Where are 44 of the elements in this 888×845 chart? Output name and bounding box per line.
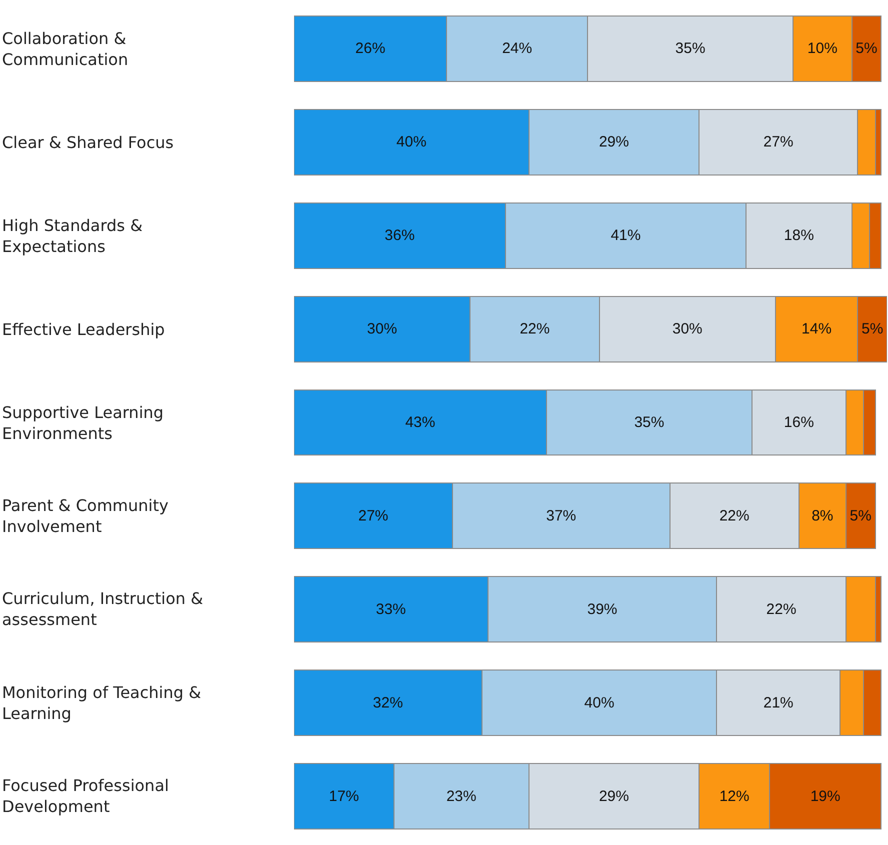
y-tick-label: Monitoring of Teaching & Learning	[2, 683, 202, 723]
data-label: 23%	[446, 788, 476, 805]
y-tick-label: Focused Professional Development	[2, 776, 169, 816]
data-label: 19%	[810, 788, 840, 805]
data-label: 39%	[587, 600, 618, 618]
y-tick-label: Parent & Community Involvement	[2, 496, 168, 536]
data-label: 36%	[384, 227, 415, 244]
data-label: 5%	[861, 320, 884, 338]
data-label: 18%	[784, 227, 814, 244]
data-label: 14%	[802, 320, 832, 338]
data-label: 32%	[372, 694, 403, 712]
data-label: 5%	[850, 507, 872, 524]
data-label: 33%	[376, 600, 406, 618]
data-label: 17%	[328, 788, 359, 805]
y-tick-label: Effective Leadership	[2, 320, 165, 339]
data-label: 16%	[784, 414, 814, 431]
data-label: 37%	[546, 507, 576, 524]
y-tick-label: Clear & Shared Focus	[2, 133, 174, 152]
data-label: 12%	[719, 788, 750, 805]
y-tick-label: Supportive Learning Environments	[2, 403, 164, 443]
data-label: 22%	[766, 600, 796, 618]
data-label: 35%	[634, 414, 664, 431]
data-label: 29%	[598, 788, 629, 805]
data-label: 29%	[598, 134, 629, 151]
y-tick-label: Collaboration & Communication	[2, 29, 128, 69]
data-label: 5%	[856, 40, 878, 58]
data-label: 22%	[719, 507, 750, 524]
data-label: 40%	[584, 694, 614, 712]
data-label: 24%	[502, 40, 532, 58]
data-label: 30%	[367, 320, 398, 338]
data-label: 30%	[672, 320, 702, 338]
data-label: 21%	[763, 694, 794, 712]
data-label: 27%	[763, 134, 794, 151]
data-label: 41%	[610, 227, 641, 244]
data-label: 43%	[405, 414, 436, 431]
data-label: 27%	[358, 507, 388, 524]
data-label: 40%	[396, 134, 426, 151]
data-label: 8%	[812, 507, 834, 524]
data-label: 35%	[675, 40, 706, 58]
data-label: 10%	[807, 40, 838, 58]
data-label: 22%	[520, 320, 550, 338]
data-label: 26%	[355, 40, 386, 58]
y-tick-label: High Standards & Expectations	[2, 216, 143, 256]
y-tick-label: Curriculum, Instruction & assessment	[2, 589, 204, 629]
